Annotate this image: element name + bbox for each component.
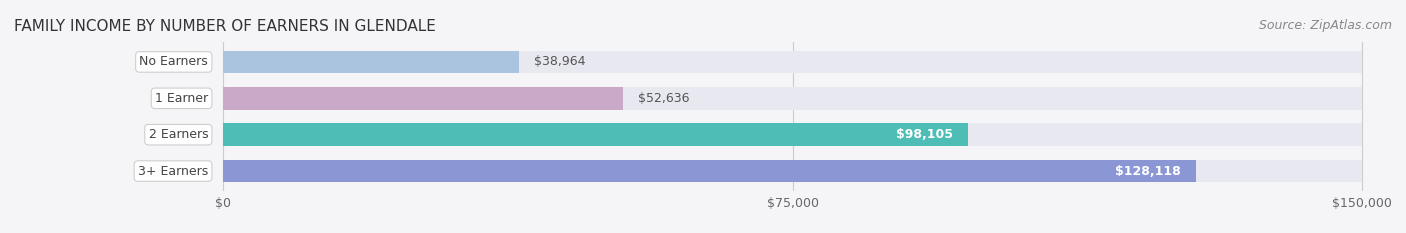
Text: $52,636: $52,636 <box>638 92 689 105</box>
Text: 3+ Earners: 3+ Earners <box>138 164 208 178</box>
Bar <box>224 51 1362 73</box>
Text: FAMILY INCOME BY NUMBER OF EARNERS IN GLENDALE: FAMILY INCOME BY NUMBER OF EARNERS IN GL… <box>14 19 436 34</box>
Bar <box>224 87 623 110</box>
Text: Source: ZipAtlas.com: Source: ZipAtlas.com <box>1258 19 1392 32</box>
Bar <box>224 160 1362 182</box>
Bar <box>224 123 969 146</box>
Text: No Earners: No Earners <box>139 55 208 69</box>
Bar <box>224 51 519 73</box>
Bar <box>224 160 1197 182</box>
Text: 2 Earners: 2 Earners <box>149 128 208 141</box>
Text: $38,964: $38,964 <box>534 55 586 69</box>
Bar <box>224 123 1362 146</box>
Text: $128,118: $128,118 <box>1115 164 1181 178</box>
Text: $98,105: $98,105 <box>896 128 953 141</box>
Text: 1 Earner: 1 Earner <box>155 92 208 105</box>
Bar <box>224 87 1362 110</box>
